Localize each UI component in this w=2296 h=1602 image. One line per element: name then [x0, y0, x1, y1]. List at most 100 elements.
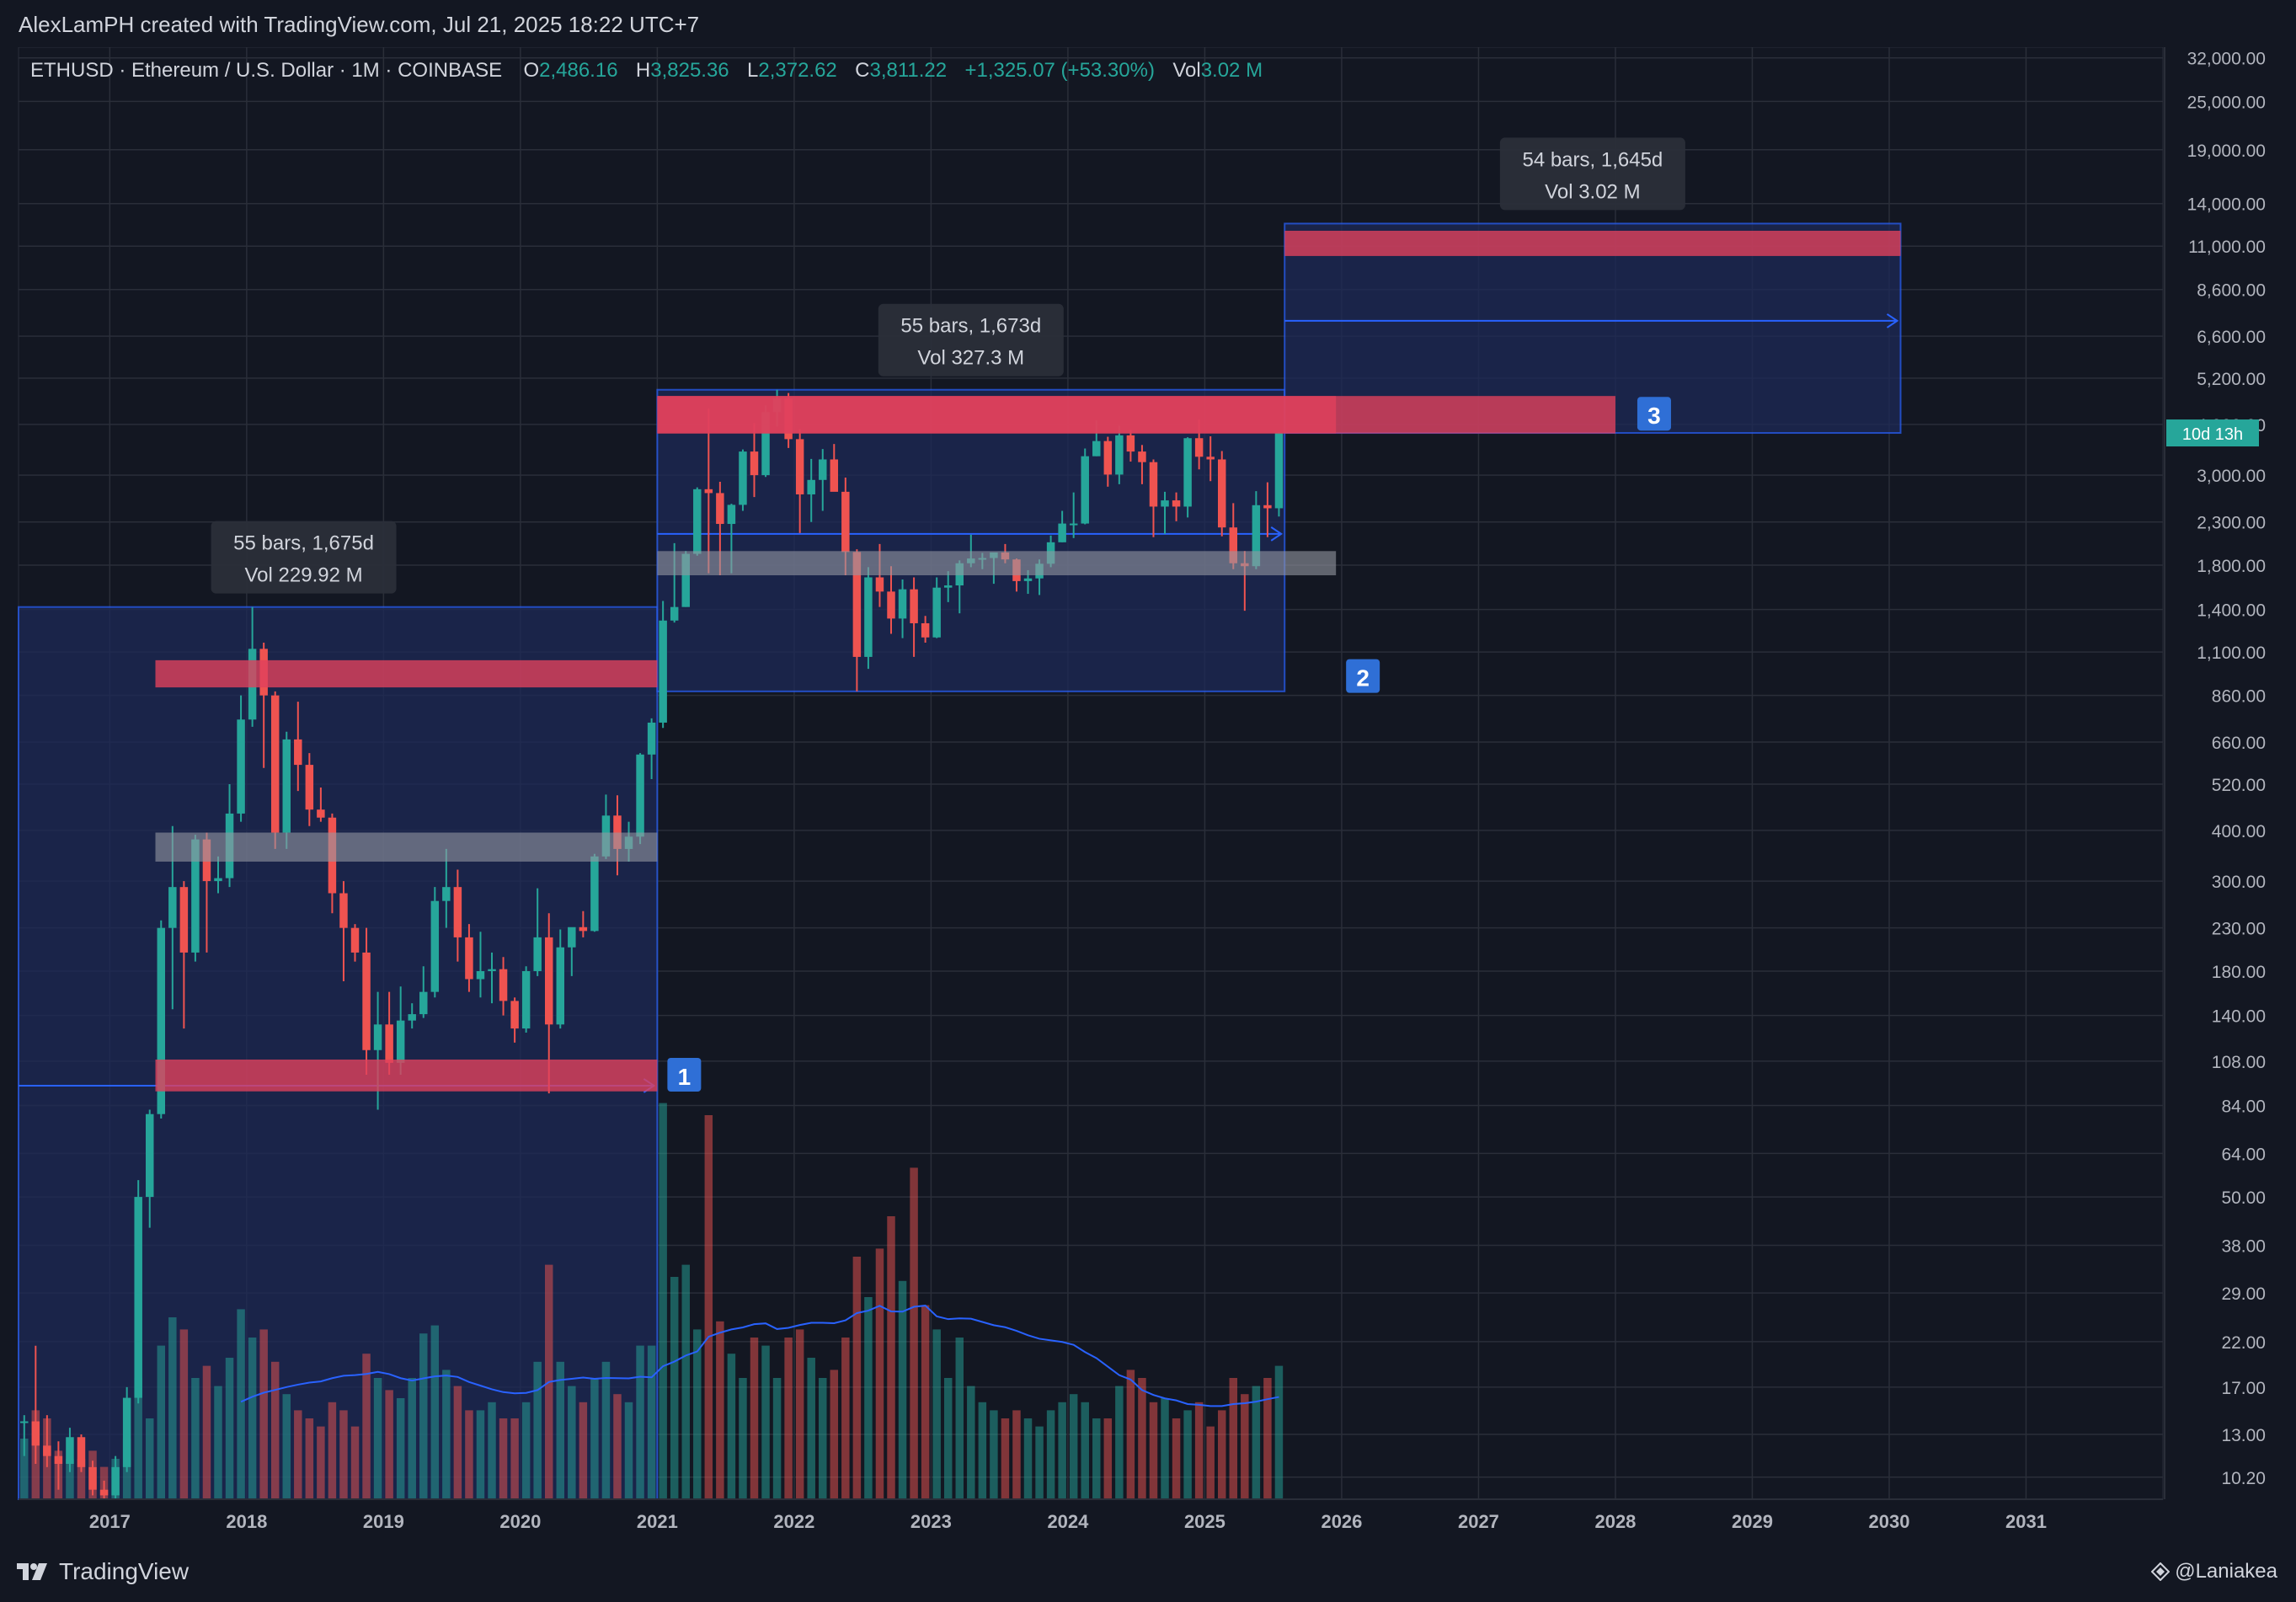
volume-bar [568, 1386, 576, 1499]
volume-bar [1149, 1402, 1158, 1499]
candle-body [362, 952, 371, 1050]
volume-bar [1092, 1418, 1101, 1499]
open-label: O [523, 59, 540, 82]
volume-bar [533, 1361, 542, 1499]
resistance-zone [155, 659, 658, 688]
candle-body [544, 937, 553, 1025]
candle-body [237, 719, 245, 814]
volume-bar [841, 1338, 850, 1499]
volume-bar [772, 1378, 782, 1499]
tradingview-brand[interactable]: TradingView [17, 1558, 189, 1585]
candle-body [943, 585, 953, 588]
candle-body [898, 589, 907, 619]
volume-bars [20, 1103, 1284, 1499]
resistance-zone-extended [657, 396, 1615, 434]
volume-bar [339, 1410, 348, 1499]
candle-body [270, 695, 280, 833]
volume-bar [66, 1459, 74, 1499]
candle-body [99, 1489, 109, 1496]
candle-body [739, 451, 747, 505]
candle-body [305, 765, 314, 810]
volume-bar [659, 1103, 667, 1499]
range-info-line2: Vol 229.92 M [245, 564, 363, 587]
volume-bar [521, 1402, 531, 1499]
volume-bar [499, 1418, 508, 1499]
candle-body [408, 1014, 416, 1021]
volume-bar [624, 1402, 633, 1499]
volume-bar [1274, 1365, 1284, 1499]
candle-body [66, 1437, 74, 1464]
candle-body [636, 754, 644, 837]
range-info-line2: Vol 327.3 M [917, 347, 1024, 370]
price-tick-label: 300.00 [2212, 873, 2266, 892]
price-tick-label: 32,000.00 [2187, 50, 2266, 69]
price-tick-label: 19,000.00 [2187, 142, 2266, 161]
volume-bar [887, 1216, 895, 1499]
candle-body [761, 412, 770, 476]
range-badge [667, 1058, 702, 1092]
price-tick-label: 50.00 [2221, 1188, 2266, 1208]
price-tick-label: 84.00 [2221, 1097, 2266, 1117]
mid-zone [155, 832, 658, 862]
price-tick-label: 11,000.00 [2188, 238, 2266, 257]
candle-body [568, 926, 576, 948]
volume-bar [601, 1361, 611, 1499]
volume-bar [647, 1345, 656, 1499]
candle-body [294, 739, 302, 766]
range-info-box [1499, 137, 1685, 211]
candle-body [727, 505, 736, 525]
volume-bar [1115, 1386, 1124, 1499]
candle-body [20, 1421, 29, 1423]
volume-bar [248, 1338, 257, 1499]
volume-bar [693, 1329, 702, 1499]
volume-bar [373, 1378, 382, 1499]
symbol-legend[interactable]: ETHUSD · Ethereum / U.S. Dollar · 1M · C… [30, 59, 1263, 83]
candle-body [750, 451, 759, 476]
volume-value: 3.02 M [1200, 59, 1263, 82]
range-badge-label: 3 [1647, 403, 1661, 429]
candle-body [31, 1421, 40, 1446]
price-tick-label: 10.20 [2221, 1469, 2266, 1488]
price-tick-label: 25,000.00 [2187, 93, 2266, 112]
volume-bar [1023, 1418, 1033, 1499]
volume-bar [350, 1426, 360, 1499]
time-tick-label: 2028 [1594, 1511, 1636, 1532]
volume-bar [819, 1378, 827, 1499]
time-tick-label: 2017 [89, 1511, 131, 1532]
author-tag[interactable]: @Laniakea [2151, 1560, 2277, 1583]
volume-bar [875, 1248, 884, 1499]
volume-bar [305, 1418, 314, 1499]
volume-bar [179, 1329, 189, 1499]
candle-body [647, 722, 656, 755]
volume-label: Vol [1172, 59, 1201, 82]
price-tick-label: 14,000.00 [2187, 195, 2266, 215]
price-tick-label: 1,400.00 [2197, 601, 2266, 621]
candle-body [932, 587, 941, 638]
volume-bar [1161, 1398, 1169, 1499]
candle-body [693, 489, 702, 554]
volume-bar [830, 1370, 839, 1499]
price-tick-label: 860.00 [2212, 687, 2266, 707]
volume-bar [442, 1370, 451, 1499]
open-value: 2,486.16 [539, 59, 618, 82]
volume-bar [1172, 1418, 1181, 1499]
price-tick-label: 1,100.00 [2197, 643, 2266, 663]
volume-bar [77, 1459, 86, 1499]
symbol-description[interactable]: ETHUSD · Ethereum / U.S. Dollar · 1M · C… [30, 59, 503, 82]
range-badge [1637, 397, 1671, 431]
range-info-line1: 54 bars, 1,645d [1522, 148, 1663, 171]
volume-bar [419, 1333, 428, 1499]
price-tick-label: 17.00 [2221, 1379, 2266, 1398]
candle-body [179, 887, 189, 953]
volume-bar [1217, 1410, 1226, 1499]
volume-bar [270, 1361, 280, 1499]
range-info-line1: 55 bars, 1,673d [900, 315, 1041, 338]
volume-bar [1194, 1402, 1204, 1499]
volume-bar [237, 1309, 245, 1499]
volume-bar [613, 1394, 622, 1499]
volume-bar [134, 1378, 142, 1499]
price-tick-label: 22.00 [2221, 1333, 2266, 1353]
volume-bar [727, 1354, 736, 1499]
time-tick-label: 2020 [499, 1511, 541, 1532]
